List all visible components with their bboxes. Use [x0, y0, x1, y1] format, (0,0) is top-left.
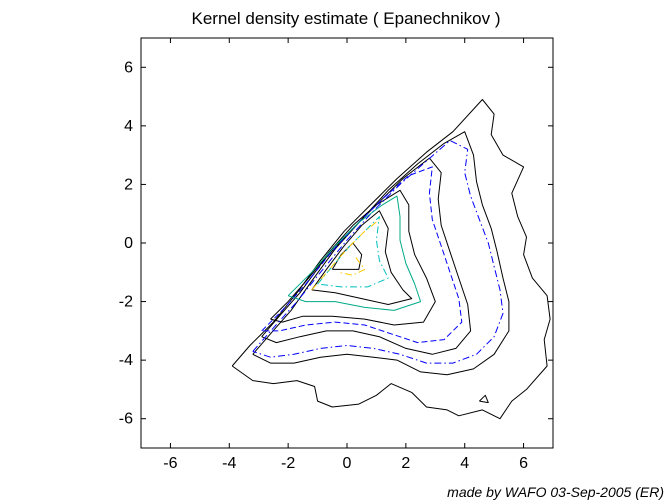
credit-text: made by WAFO 03-Sep-2005 (ER)	[447, 484, 664, 500]
x-tick-label: 4	[460, 455, 469, 472]
x-tick-label: 2	[401, 455, 410, 472]
y-tick-label: 0	[124, 235, 133, 252]
contour-line	[311, 219, 380, 291]
y-tick-label: 6	[124, 59, 133, 76]
y-tick-label: 4	[124, 118, 133, 135]
y-tick-label: -6	[119, 411, 133, 428]
contour-line	[479, 394, 489, 404]
contour-line	[231, 99, 551, 420]
contour-lines	[231, 99, 551, 420]
contour-line	[287, 195, 422, 311]
chart-title: Kernel density estimate ( Epanechnikov )	[192, 9, 501, 28]
x-tick-label: -2	[281, 455, 295, 472]
contour-line	[311, 210, 413, 305]
y-tick-label: -4	[119, 352, 133, 369]
x-tick-label: -6	[163, 455, 177, 472]
contour-line	[252, 140, 504, 364]
x-tick-label: 0	[343, 455, 352, 472]
y-tick-label: -2	[119, 294, 133, 311]
x-tick-label: 6	[519, 455, 528, 472]
y-axis: -6 -4 -2 0 2 4 6	[119, 59, 553, 428]
y-tick-label: 2	[124, 176, 133, 193]
x-tick-label: -4	[222, 455, 236, 472]
contour-line	[261, 166, 463, 344]
x-axis: -6 -4 -2 0 2 4 6	[163, 38, 528, 472]
contour-line	[338, 257, 366, 276]
